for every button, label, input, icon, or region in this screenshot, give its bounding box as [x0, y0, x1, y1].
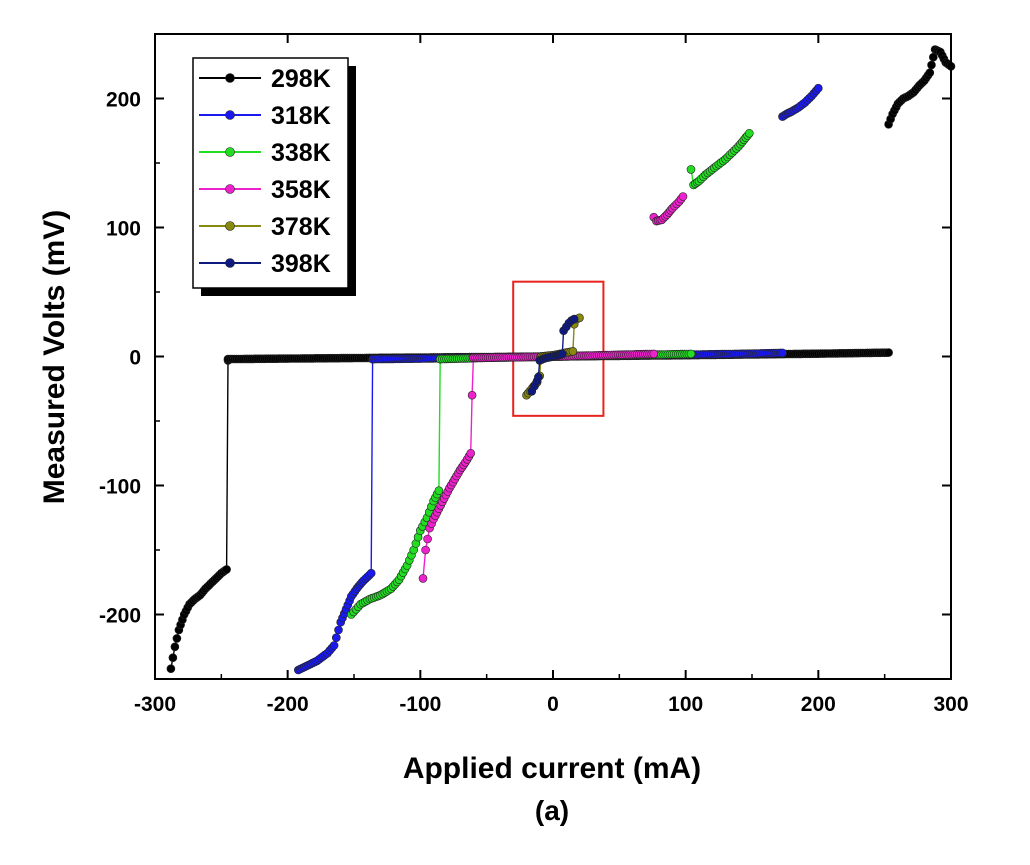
data-point	[927, 60, 936, 70]
x-tick-label: -200	[267, 693, 309, 716]
data-point	[925, 68, 935, 77]
data-point	[813, 83, 823, 93]
data-point	[534, 372, 543, 382]
y-axis-title: Measured Volts (mV)	[38, 210, 71, 505]
x-tick-label: 200	[801, 693, 836, 716]
series-338K	[346, 129, 754, 619]
x-tick-label: -100	[399, 693, 441, 716]
data-point	[166, 664, 176, 674]
data-point	[168, 653, 178, 663]
x-tick-label: 0	[547, 693, 559, 716]
data-point	[329, 641, 339, 650]
y-tick-label: 200	[106, 89, 141, 112]
panel-label: (a)	[535, 795, 569, 826]
legend-label: 398K	[271, 250, 331, 278]
series-line	[297, 359, 374, 671]
x-tick-label: -300	[134, 693, 176, 716]
y-tick-label: -200	[99, 605, 141, 628]
data-point	[569, 314, 579, 324]
highlight-box	[512, 280, 605, 417]
data-point	[466, 448, 476, 458]
data-point	[686, 349, 696, 359]
data-point	[170, 642, 180, 652]
y-tick-label: 0	[129, 347, 141, 370]
x-tick-label: 100	[668, 693, 703, 716]
data-point	[334, 625, 343, 635]
legend-swatch-marker	[225, 221, 235, 231]
legend-label: 378K	[271, 213, 331, 241]
series-398K	[527, 314, 579, 396]
data-point	[434, 486, 444, 496]
legend-swatch-marker	[225, 184, 235, 194]
legend-label: 298K	[271, 65, 331, 93]
legend-label: 358K	[271, 176, 331, 204]
data-point	[884, 348, 893, 357]
legend-label: 338K	[271, 139, 331, 167]
data-point	[744, 129, 754, 138]
legend-swatch-marker	[225, 110, 235, 120]
data-point	[421, 545, 430, 555]
data-point	[172, 634, 182, 643]
legend-swatch-marker	[225, 147, 235, 157]
data-point	[366, 568, 376, 578]
y-tick-label: 100	[106, 218, 141, 241]
data-point	[678, 192, 688, 201]
x-tick-label: 300	[933, 693, 968, 716]
data-point	[423, 534, 432, 544]
data-point	[568, 346, 578, 356]
legend-swatch-marker	[225, 258, 235, 268]
data-point	[778, 348, 787, 358]
data-point	[686, 165, 696, 174]
x-axis-title: Applied current (mA)	[403, 752, 701, 785]
data-point	[467, 390, 477, 400]
data-point	[557, 349, 567, 359]
legend-label: 318K	[271, 102, 331, 130]
data-point	[418, 574, 428, 583]
series-358K	[418, 192, 688, 583]
data-point	[222, 565, 231, 574]
y-tick-label: -100	[99, 476, 141, 499]
series-318K	[293, 83, 823, 675]
legend-swatch-marker	[225, 73, 235, 83]
data-point	[649, 349, 659, 359]
legend-box	[192, 57, 349, 289]
data-point	[331, 633, 341, 643]
